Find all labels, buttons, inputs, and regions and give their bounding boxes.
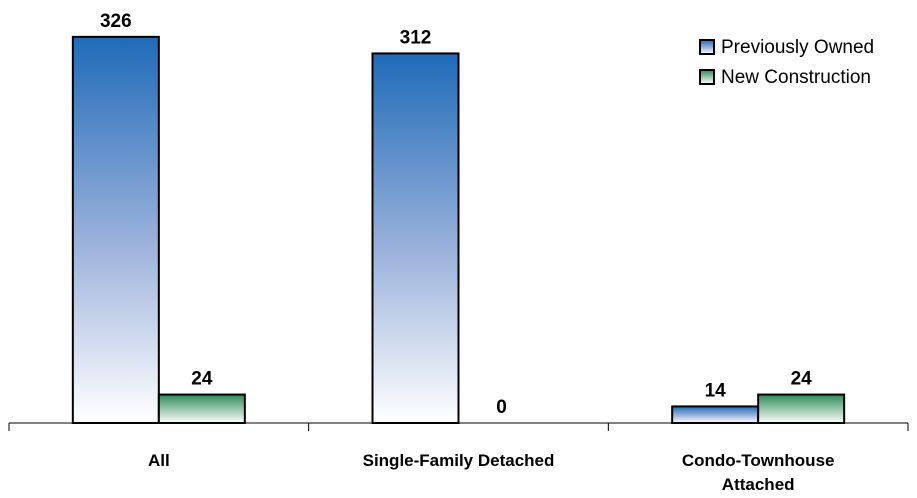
bar-previously-owned: [371, 52, 460, 425]
bar-new-construction: [157, 393, 246, 425]
legend-swatch-previously-owned: [699, 39, 715, 55]
data-label: 24: [191, 369, 213, 390]
bar-new-construction: [757, 393, 846, 425]
data-label: 312: [400, 27, 432, 48]
category-label: All: [148, 451, 170, 470]
category-label: Attached: [722, 475, 795, 494]
data-label: 0: [496, 397, 507, 418]
category-label: Condo-Townhouse: [682, 451, 835, 470]
data-label: 14: [705, 380, 727, 401]
data-label: 326: [100, 11, 132, 32]
data-label: 24: [791, 369, 813, 390]
bar-previously-owned: [671, 405, 760, 424]
legend-label: Previously Owned: [721, 37, 874, 58]
bar-previously-owned: [71, 35, 160, 424]
legend-swatch-new-construction: [699, 69, 715, 85]
legend: Previously Owned New Construction: [699, 37, 874, 88]
legend-label: New Construction: [721, 67, 871, 88]
plot-area: 326 24 All 312 0 Single-Family Detached 14 24 Co…: [8, 11, 909, 494]
category-label: Single-Family Detached: [363, 451, 555, 470]
